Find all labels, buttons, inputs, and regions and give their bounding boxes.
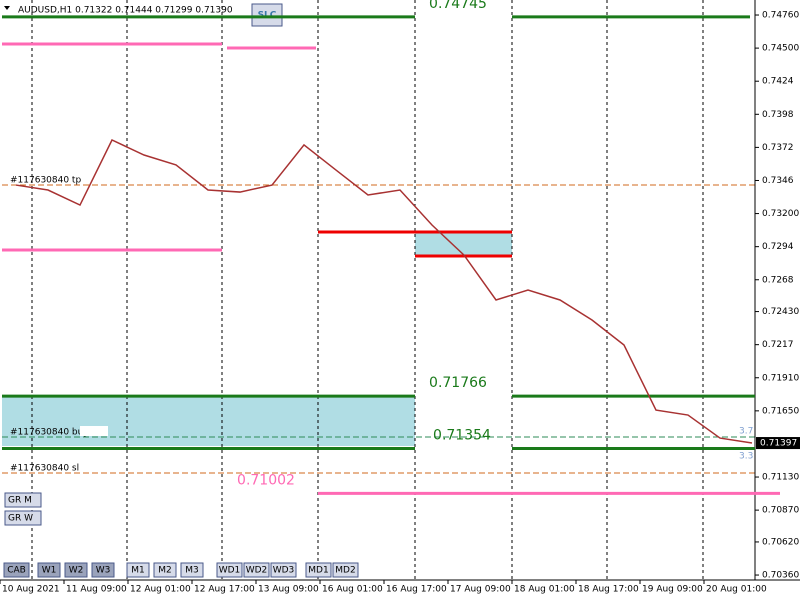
bottom-button[interactable]: MD2	[332, 562, 359, 578]
y-tick-label: 0.7294	[762, 242, 794, 252]
button-label: W2	[69, 566, 84, 576]
chart-title: AUDUSD,H1 0.71322 0.71444 0.71299 0.7139…	[18, 6, 233, 16]
button-label: WD2	[246, 566, 268, 576]
y-tick-label: 0.7217	[762, 340, 794, 350]
y-tick-label: 0.7346	[762, 176, 794, 186]
button-label: WD1	[219, 566, 241, 576]
y-tick-label: 0.71650	[762, 406, 799, 416]
y-tick-label: 0.7372	[762, 143, 794, 153]
bottom-button[interactable]: WD3	[270, 562, 297, 578]
button-label: W3	[96, 566, 111, 576]
button-label: MD1	[308, 566, 328, 576]
y-tick-label: 0.70360	[762, 571, 799, 581]
x-tick-label: 18 Aug 01:00	[514, 585, 575, 595]
button-label: M3	[185, 566, 199, 576]
side-button[interactable]: GR W	[4, 510, 42, 526]
price-line	[15, 139, 753, 444]
x-tick-label: 16 Aug 01:00	[322, 585, 383, 595]
side-label: 3.7	[739, 427, 753, 437]
bottom-button[interactable]: WD1	[216, 562, 243, 578]
button-frame	[126, 562, 150, 578]
order-label: #117630840 buy	[10, 428, 89, 438]
title-arrow	[4, 6, 10, 10]
label-box	[80, 426, 108, 436]
buy-zone	[2, 396, 415, 446]
bottom-button[interactable]: CAB	[3, 562, 30, 578]
y-tick-label: 0.74760	[762, 11, 799, 21]
button-label: M1	[131, 566, 145, 576]
button-frame	[3, 562, 30, 578]
side-button[interactable]: GR M	[4, 492, 42, 508]
y-tick-label: 0.7268	[762, 275, 794, 285]
button-frame	[305, 562, 332, 578]
button-frame	[332, 562, 359, 578]
order-label: #117630840 sl	[10, 464, 79, 474]
y-tick-label: 0.71130	[762, 473, 799, 483]
button-frame	[4, 510, 42, 526]
x-tick-label: 17 Aug 09:00	[450, 585, 511, 595]
y-tick-label: 0.73200	[762, 209, 799, 219]
button-frame	[4, 492, 42, 508]
button-frame	[91, 562, 115, 578]
button-label: M2	[158, 566, 172, 576]
button-frame	[37, 562, 61, 578]
bottom-button[interactable]: W1	[37, 562, 61, 578]
side-label: 3.3	[739, 452, 753, 462]
x-tick-label: 10 Aug 2021	[2, 585, 60, 595]
level-label: 0.74745	[429, 0, 487, 12]
current-price-box	[756, 437, 800, 450]
x-tick-label: 19 Aug 09:00	[642, 585, 703, 595]
y-tick-label: 0.7398	[762, 110, 794, 120]
slc-button[interactable]: SLC	[251, 3, 283, 27]
button-label: WD3	[273, 566, 295, 576]
button-frame	[180, 562, 204, 578]
button-label: MD2	[335, 566, 355, 576]
x-tick-label: 11 Aug 09:00	[66, 585, 127, 595]
button-frame	[153, 562, 177, 578]
bottom-button[interactable]: W2	[64, 562, 88, 578]
level-label: 0.71766	[429, 375, 487, 391]
button-frame	[270, 562, 297, 578]
level-label: 0.71002	[237, 472, 295, 488]
y-tick-label: 0.71910	[762, 373, 799, 383]
x-tick-label: 16 Aug 17:00	[386, 585, 447, 595]
button-label: GR W	[8, 514, 33, 524]
y-tick-label: 0.7424	[762, 77, 794, 87]
bottom-button[interactable]: M1	[126, 562, 150, 578]
bottom-button[interactable]: W3	[91, 562, 115, 578]
y-tick-label: 0.70620	[762, 537, 799, 547]
bottom-button[interactable]: M3	[180, 562, 204, 578]
x-tick-label: 18 Aug 17:00	[578, 585, 639, 595]
x-tick-label: 12 Aug 17:00	[194, 585, 255, 595]
bottom-button[interactable]: M2	[153, 562, 177, 578]
button-frame	[64, 562, 88, 578]
button-label: W1	[42, 566, 57, 576]
button-label: CAB	[7, 566, 26, 576]
y-tick-label: 0.72430	[762, 307, 799, 317]
bottom-button[interactable]: WD2	[243, 562, 270, 578]
day-separators	[31, 0, 704, 580]
current-price-label: 0.71397	[760, 439, 797, 449]
button-frame	[216, 562, 243, 578]
x-tick-label: 12 Aug 01:00	[130, 585, 191, 595]
order-label: #117630840 tp	[10, 176, 81, 186]
y-tick-label: 0.70870	[762, 506, 799, 516]
y-tick-label: 0.74500	[762, 44, 799, 54]
sell-zone	[415, 232, 512, 256]
x-tick-label: 20 Aug 01:00	[706, 585, 767, 595]
bottom-button[interactable]: MD1	[305, 562, 332, 578]
x-tick-label: 13 Aug 09:00	[258, 585, 319, 595]
button-label: GR M	[8, 496, 32, 506]
level-label: 0.71354	[433, 428, 491, 444]
button-frame	[243, 562, 270, 578]
